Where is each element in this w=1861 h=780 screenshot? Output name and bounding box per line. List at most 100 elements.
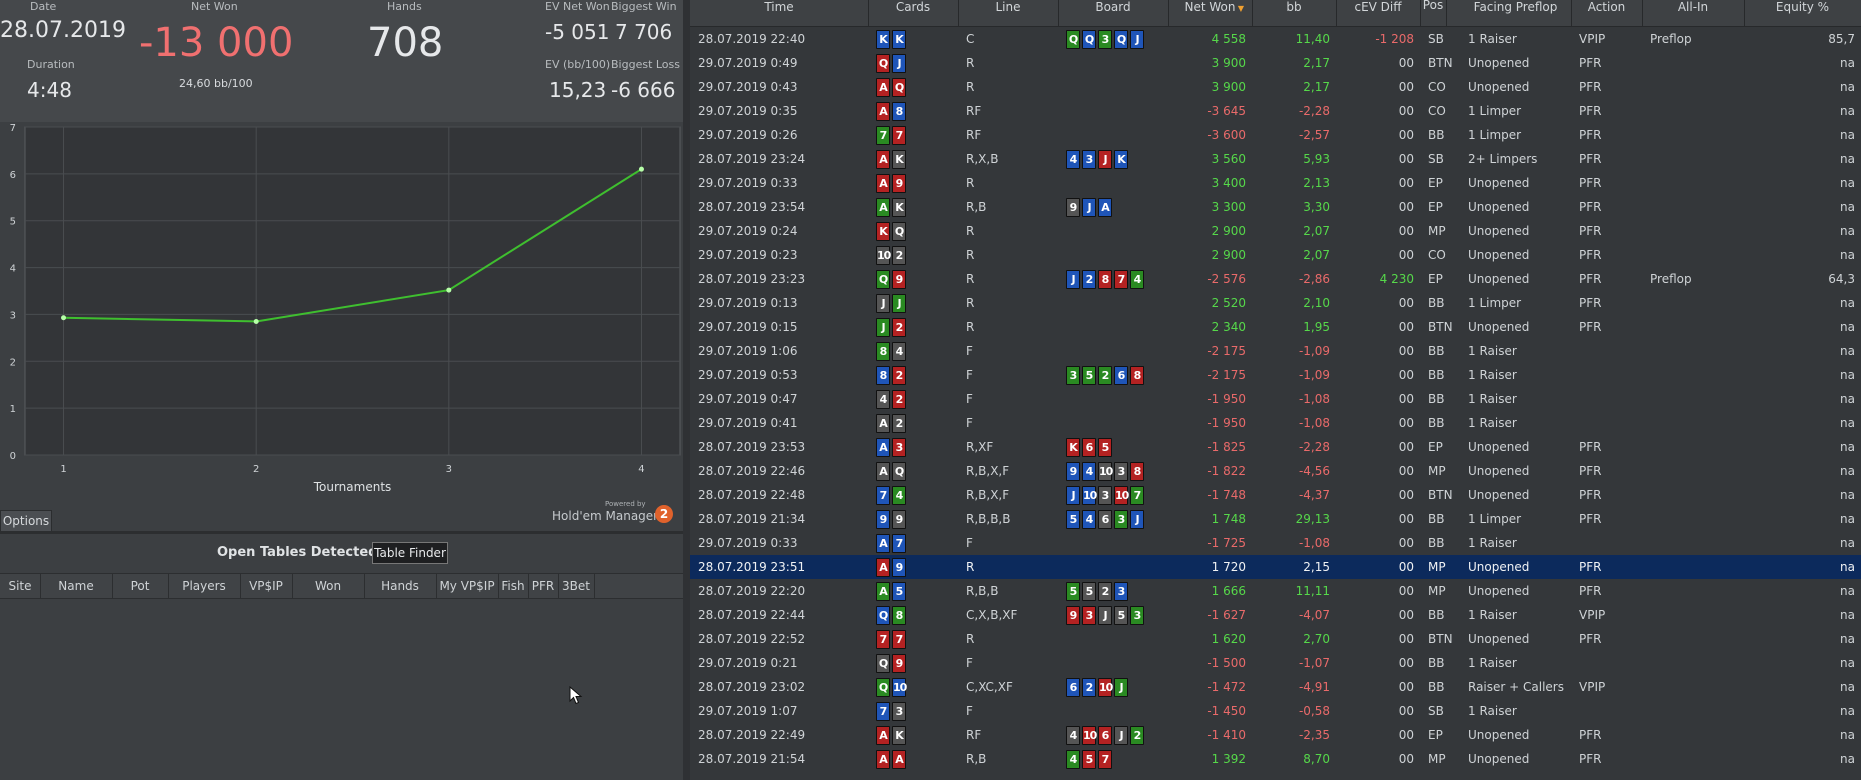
open-tables-col-hands[interactable]: Hands <box>364 574 437 598</box>
open-tables-col-my-vp-ip[interactable]: My VP$IP <box>436 574 499 598</box>
table-row[interactable]: 29.07.2019 0:24 K Q R 2 900 2,07 00 MP Unopened P… <box>690 219 1861 243</box>
playing-card: 7 <box>876 630 890 649</box>
table-finder-button[interactable]: Table Finder <box>372 542 448 564</box>
cell-time: 29.07.2019 0:35 <box>698 104 798 118</box>
cell-time: 28.07.2019 22:52 <box>698 632 806 646</box>
cell-eq: na <box>1840 464 1855 478</box>
cell-action: PFR <box>1579 488 1602 502</box>
cell-allin <box>1642 579 1744 603</box>
table-row[interactable]: 29.07.2019 0:33 A 7 F -1 725 -1,08 00 BB 1 Raise… <box>690 531 1861 555</box>
playing-card: 10 <box>876 246 891 265</box>
table-row[interactable]: 29.07.2019 0:53 8 2 F 3 5 2 6 8 -2 175 -1,09 00 BB 1 … <box>690 363 1861 387</box>
cell-bb: -4,37 <box>1298 488 1330 502</box>
cell-net: -1 822 <box>1207 464 1246 478</box>
table-row[interactable]: 29.07.2019 0:33 A 9 R 3 400 2,13 00 EP Unopened P… <box>690 171 1861 195</box>
table-row[interactable]: 28.07.2019 22:40 K K C Q Q 3 Q J 4 558 11,40 -1 208… <box>690 27 1861 51</box>
grid-col-action[interactable]: Action <box>1571 0 1643 26</box>
grid-col-all-in[interactable]: All-In <box>1642 0 1745 26</box>
options-button[interactable]: Options <box>0 510 52 532</box>
table-row[interactable]: 28.07.2019 22:52 7 7 R 1 620 2,70 00 BTN Unopene… <box>690 627 1861 651</box>
open-tables-col-won[interactable]: Won <box>292 574 365 598</box>
open-tables-col-fish[interactable]: Fish <box>498 574 529 598</box>
grid-col-board[interactable]: Board <box>1058 0 1169 26</box>
table-row[interactable]: 29.07.2019 1:07 7 3 F -1 450 -0,58 00 SB 1 Raise… <box>690 699 1861 723</box>
cell-facing: 1 Raiser <box>1468 368 1517 382</box>
cell-allin: Preflop <box>1650 272 1692 286</box>
table-row[interactable]: 28.07.2019 23:53 A 3 R,XF K 6 5 -1 825 -2,28 00 EP… <box>690 435 1861 459</box>
table-row[interactable]: 28.07.2019 22:49 A K RF 4 10 6 J 2 -1 410 -2,35 00 E… <box>690 723 1861 747</box>
playing-card: K <box>876 30 890 49</box>
table-row[interactable]: 29.07.2019 0:21 Q 9 F -1 500 -1,07 00 BB 1 Raise… <box>690 651 1861 675</box>
y-tick-label: 5 <box>10 217 16 228</box>
cell-net: -1 950 <box>1207 392 1246 406</box>
cell-line: R <box>966 224 975 238</box>
grid-col-pos[interactable]: Pos <box>1420 0 1447 26</box>
cell-net: -1 627 <box>1207 608 1246 622</box>
cell-net: -3 600 <box>1207 128 1246 142</box>
cell-facing: 1 Limper <box>1468 512 1522 526</box>
cell-facing: Unopened <box>1468 200 1530 214</box>
cell-cev: 00 <box>1398 224 1414 238</box>
table-row[interactable]: 28.07.2019 22:20 A 5 R,B,B 5 5 2 3 1 666 11,11 00 M… <box>690 579 1861 603</box>
playing-card: 3 <box>1130 606 1144 625</box>
grid-col-cards[interactable]: Cards <box>868 0 959 26</box>
table-row[interactable]: 28.07.2019 23:54 A K R,B 9 J A 3 300 3,30 00 EP Uno… <box>690 195 1861 219</box>
open-tables-col-vp-ip[interactable]: VP$IP <box>240 574 293 598</box>
table-row[interactable]: 29.07.2019 0:41 A 2 F -1 950 -1,08 00 BB 1 Raise… <box>690 411 1861 435</box>
table-row[interactable]: 29.07.2019 0:15 J 2 R 2 340 1,95 00 BTN Unopened… <box>690 315 1861 339</box>
table-row[interactable]: 28.07.2019 22:46 A Q R,B,X,F 9 4 10 3 8 -1 822 -4,… <box>690 459 1861 483</box>
playing-card: 4 <box>1082 462 1096 481</box>
table-row[interactable]: 29.07.2019 0:23 10 2 R 2 900 2,07 00 CO Unopened… <box>690 243 1861 267</box>
grid-col-cev-diff[interactable]: cEV Diff <box>1336 0 1421 26</box>
open-tables-col-site[interactable]: Site <box>0 574 41 598</box>
cell-action <box>1571 387 1642 411</box>
grid-col-time[interactable]: Time <box>690 0 869 26</box>
grid-col-bb[interactable]: bb <box>1252 0 1337 26</box>
playing-card: 5 <box>1066 510 1080 529</box>
cell-allin <box>1642 555 1744 579</box>
playing-card: K <box>876 222 890 241</box>
grid-col-facing-preflop[interactable]: Facing Preflop <box>1460 0 1572 26</box>
table-row[interactable]: 28.07.2019 23:24 A K R,X,B 4 3 J K 3 560 5,93 00 SB… <box>690 147 1861 171</box>
cell-action: PFR <box>1579 584 1602 598</box>
grid-col-net-won[interactable]: Net Won ▼ <box>1168 0 1253 26</box>
table-row[interactable]: 28.07.2019 22:48 7 4 R,B,X,F J 10 3 10 7 -1 748 -4… <box>690 483 1861 507</box>
cell-allin <box>1642 291 1744 315</box>
table-row[interactable]: 28.07.2019 23:02 Q 10 C,XC,XF 6 2 10 J -1 472 -4,… <box>690 675 1861 699</box>
table-row[interactable]: 28.07.2019 23:23 Q 9 R J 2 8 7 4 -2 576 -2,86 4 230… <box>690 267 1861 291</box>
open-tables-col-name[interactable]: Name <box>40 574 113 598</box>
table-row[interactable]: 29.07.2019 0:43 A Q R 3 900 2,17 00 CO Unopened P… <box>690 75 1861 99</box>
table-row[interactable]: 29.07.2019 1:06 8 4 F -2 175 -1,09 00 BB 1 Raise… <box>690 339 1861 363</box>
table-row[interactable]: 29.07.2019 0:49 Q J R 3 900 2,17 00 BTN Unopened… <box>690 51 1861 75</box>
playing-card: 5 <box>1082 582 1096 601</box>
open-tables-col-pot[interactable]: Pot <box>112 574 169 598</box>
cell-pos: EP <box>1428 200 1443 214</box>
playing-card: 10 <box>1082 726 1097 745</box>
table-row[interactable]: 29.07.2019 0:13 J J R 2 520 2,10 00 BB 1 Limper P… <box>690 291 1861 315</box>
x-tick-label: 4 <box>638 464 644 475</box>
playing-card: Q <box>876 270 890 289</box>
playing-card: 6 <box>1082 438 1096 457</box>
open-tables-col-pfr[interactable]: PFR <box>528 574 559 598</box>
grid-col-line[interactable]: Line <box>958 0 1059 26</box>
cell-time: 28.07.2019 21:34 <box>698 512 806 526</box>
grid-col-equity-[interactable]: Equity % <box>1744 0 1861 26</box>
table-row[interactable]: 28.07.2019 23:51 A 9 R 1 720 2,15 00 MP Unopened… <box>690 555 1861 579</box>
panel-splitter[interactable] <box>683 0 690 780</box>
table-row[interactable]: 29.07.2019 0:35 A 8 RF -3 645 -2,28 00 CO 1 Limp… <box>690 99 1861 123</box>
playing-card: 9 <box>1066 462 1080 481</box>
table-row[interactable]: 28.07.2019 21:34 9 9 R,B,B,B 5 4 6 3 J 1 748 29,13… <box>690 507 1861 531</box>
cell-cev: 00 <box>1398 104 1414 118</box>
cell-cev: 00 <box>1398 80 1414 94</box>
playing-card: 4 <box>1066 726 1080 745</box>
open-tables-col-3bet[interactable]: 3Bet <box>558 574 595 598</box>
table-row[interactable]: 29.07.2019 0:26 7 7 RF -3 600 -2,57 00 BB 1 Limp… <box>690 123 1861 147</box>
table-row[interactable]: 28.07.2019 22:44 Q 8 C,X,B,XF 9 3 J 5 3 -1 627 -4,… <box>690 603 1861 627</box>
table-row[interactable]: 28.07.2019 21:54 A A R,B 4 5 7 1 392 8,70 00 MP Uno… <box>690 747 1861 771</box>
table-row[interactable]: 29.07.2019 0:47 4 2 F -1 950 -1,08 00 BB 1 Raise… <box>690 387 1861 411</box>
open-tables-col-players[interactable]: Players <box>168 574 241 598</box>
cell-pos: CO <box>1428 104 1446 118</box>
